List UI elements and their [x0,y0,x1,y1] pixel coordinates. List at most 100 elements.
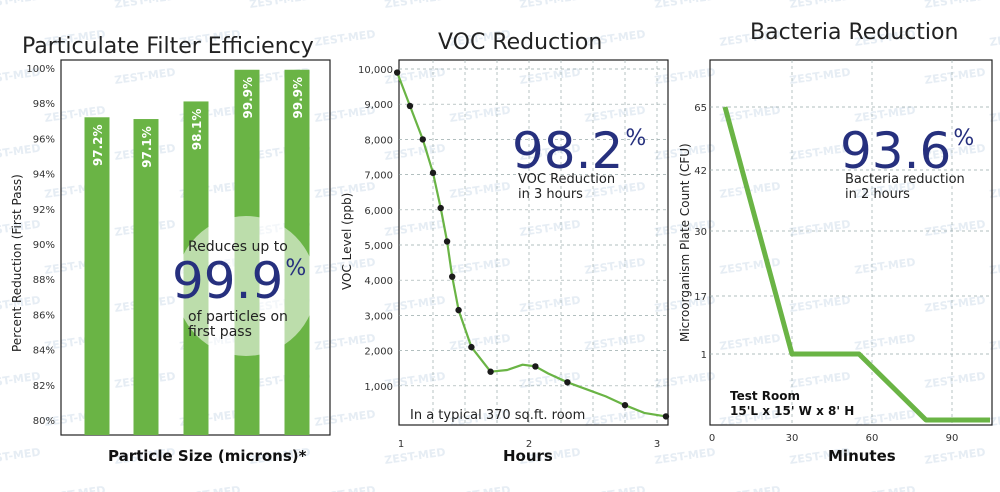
chart2-ytick-label: 6,000 [364,206,393,217]
chart3-title: Bacteria Reduction [750,20,959,45]
chart3-callout-line1: Bacteria reduction [845,172,965,187]
chart1-xlabel: Particle Size (microns)* [108,447,307,465]
watermark-text: ZEST-MED [654,0,717,11]
chart1-callout-line2: of particles on [188,309,288,325]
chart2-data-point [455,306,462,314]
chart2-ytick-label: 10,000 [358,65,393,76]
chart2-ytick-label: 8,000 [364,135,393,146]
chart1-ytick-label: 82% [33,381,55,392]
chart2-ytick-label: 9,000 [364,100,393,111]
chart2-data-point [419,136,426,143]
chart2-xtick-label: 3 [654,439,660,450]
chart2-data-point [487,368,494,375]
chart3-xtick-label: 0 [709,433,715,444]
chart2-plot: 1,000 2,000 3,000 4,000 5,000 6,000 7,000 8,000… [358,59,670,450]
watermark-text: ZEST-MED [519,0,582,11]
watermark-text: ZEST-MED [924,0,987,11]
chart3-frame [709,59,993,426]
chart2-data-point [437,204,444,212]
watermark-text: ZEST-MED [989,332,1000,353]
chart1-callout-line1: Reduces up to [188,239,288,255]
watermark-text: ZEST-MED [989,104,1000,125]
chart1-ytick-label: 96% [33,134,55,145]
chart2-data-point [393,69,401,76]
chart2-xtick-label: 1 [398,439,404,450]
chart2-data-point [662,413,670,420]
chart2-data-point [443,238,451,245]
chart3-room-line1: Test Room [730,389,801,403]
chart2-data-point [449,273,456,280]
chart3-callout-line2: in 2 hours [845,187,910,202]
chart2-ytick-label: 4,000 [364,276,393,287]
chart1-bar-value-label: 97.1% [140,126,154,168]
chart1-ytick-label: 92% [33,205,55,216]
chart3-room-line2: 15'L x 15' W x 8' H [730,404,855,418]
watermark-text: ZEST-MED [989,256,1000,277]
chart1-callout-value: 99.9% [172,252,307,310]
chart2-data-point [621,401,629,409]
chart2-ytick-label: 5,000 [364,241,393,252]
chart2-xtick-label: 2 [526,439,532,450]
chart1-plot: 80% 82% 84% 86% 88% 90% 92% 94% 96% 98% 100% 97.2% 9… [26,59,331,436]
chart3-xtick-label: 30 [786,433,799,444]
chart2-series-line [396,72,667,418]
chart3-ytick-label: 17 [694,292,707,303]
watermark-text: ZEST-MED [989,28,1000,49]
watermark-text: ZEST-MED [989,180,1000,201]
watermark-text: ZEST-MED [44,484,107,492]
chart1-bar-value-label: 99.9% [241,77,255,119]
chart1-bar-value-label: 98.1% [190,109,204,151]
chart3-callout-unit: % [953,126,975,151]
chart1-callout-circle [176,216,316,356]
chart3-callout-value: 93.6% [840,122,975,180]
chart1-ytick-label: 80% [33,416,55,427]
chart2-frame [398,59,669,426]
chart3-xtick-label: 90 [946,433,959,444]
chart2-callout-line1: VOC Reduction [518,172,616,187]
chart2-data-point [429,169,437,177]
chart3-ytick-label: 65 [694,103,707,114]
chart2-data-point [468,343,475,351]
watermark-text: ZEST-MED [314,484,377,492]
chart1-ytick-label: 84% [33,346,55,357]
chart2-data-point [406,102,414,110]
chart2-data-point [532,363,539,370]
chart2-callout-unit: % [625,126,647,151]
chart2-ytick-label: 7,000 [364,171,393,182]
chart1-ytick-label: 94% [33,170,55,181]
chart2-data-point [564,379,571,386]
chart1-ytick-label: 86% [33,310,55,321]
watermark-text: ZEST-MED [854,484,917,492]
chart1-ytick-label: 88% [33,275,55,286]
chart1-bar [84,117,110,435]
chart3-xtick-label: 60 [866,433,879,444]
chart2-ytick-label: 3,000 [364,311,393,322]
chart2-xlabel: Hours [503,447,553,465]
chart1-bar [133,119,159,435]
chart3-series-line [722,106,990,423]
chart1-title: Particulate Filter Efficiency [22,34,314,59]
chart3-xlabel: Minutes [828,447,896,465]
watermark-text: ZEST-MED [719,484,782,492]
chart3-ytick-label: 30 [694,227,707,238]
chart2-callout-line2: in 3 hours [518,187,583,202]
chart1-ytick-label: 100% [26,64,55,75]
chart3-ytick-label: 42 [694,166,707,177]
watermark-text: ZEST-MED [789,0,852,11]
watermark-text: ZEST-MED [584,484,647,492]
chart2-title: VOC Reduction [438,30,603,55]
watermark-text: ZEST-MED [179,484,242,492]
chart1-ytick-label: 98% [33,99,55,110]
watermark-text: ZEST-MED [989,408,1000,429]
chart3-ytick-label: 1 [701,350,707,361]
chart2-ytick-label: 2,000 [364,347,393,358]
chart1-callout-unit: % [285,256,307,281]
chart1-bar-value-label: 99.9% [291,77,305,119]
watermark-text: ZEST-MED [249,0,312,11]
chart1-callout-line3: first pass [188,324,252,340]
chart2-note: In a typical 370 sq.ft. room [410,408,586,423]
watermark-text: ZEST-MED [449,484,512,492]
chart1-bar-value-label: 97.2% [91,124,105,166]
